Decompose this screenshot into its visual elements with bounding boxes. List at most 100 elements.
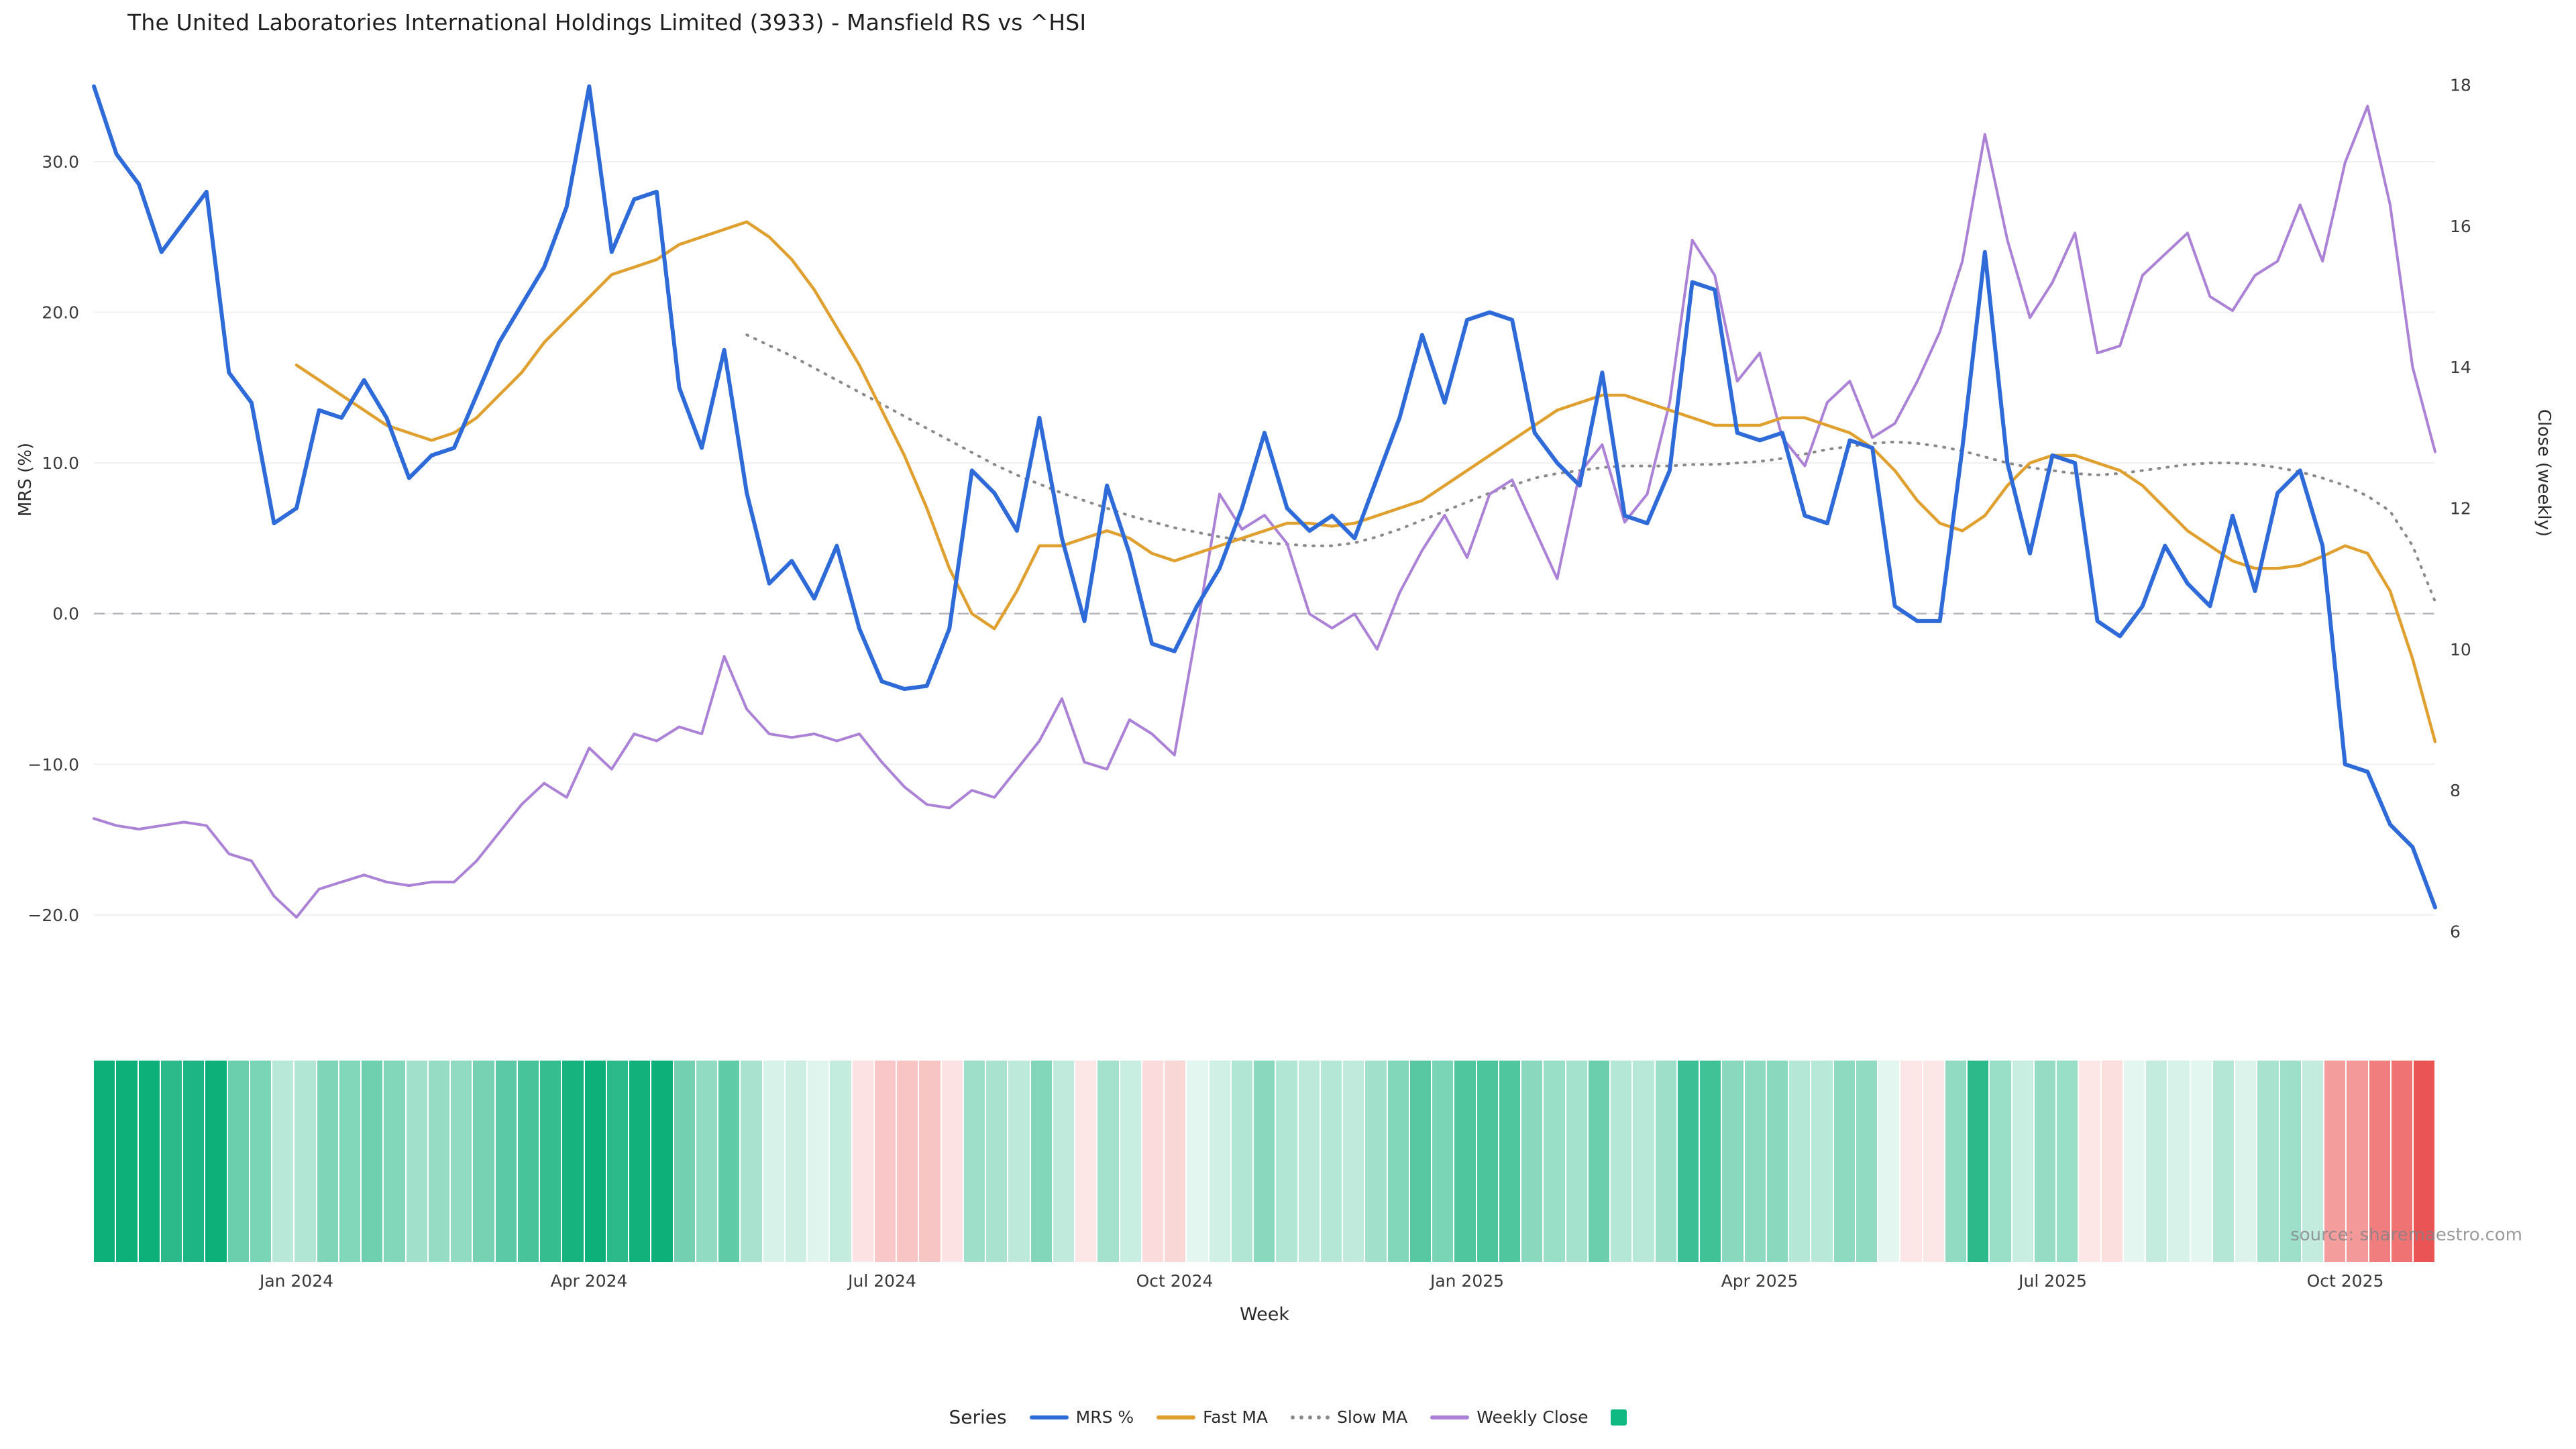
- week-axis-label: Week: [1240, 1304, 1289, 1325]
- heatmap-cell: [2235, 1061, 2257, 1262]
- heatmap-cell: [2324, 1061, 2346, 1262]
- left-axis-tick: −20.0: [28, 906, 79, 925]
- heatmap-cell: [2012, 1061, 2033, 1262]
- heatmap-cell: [674, 1061, 695, 1262]
- legend-item-slow-ma[interactable]: Slow MA: [1291, 1407, 1407, 1427]
- legend-items: MRS % Fast MA Slow MA Weekly Close: [1029, 1407, 1627, 1427]
- heatmap-cell: [1209, 1061, 1230, 1262]
- heatmap-cell: [138, 1061, 160, 1262]
- heatmap-cell: [473, 1061, 494, 1262]
- slow-ma-line: [745, 333, 2436, 603]
- heatmap-cell: [2347, 1061, 2368, 1262]
- left-axis-tick: −10.0: [28, 755, 79, 774]
- heatmap-cell: [1655, 1061, 1676, 1262]
- heatmap-cell: [852, 1061, 873, 1262]
- source-watermark: source: sharemaestro.com: [2290, 1225, 2522, 1245]
- left-axis-tick: 0.0: [52, 604, 79, 624]
- legend-swatch-mrs: [1029, 1415, 1069, 1419]
- heatmap-cell: [1075, 1061, 1097, 1262]
- legend: Series MRS % Fast MA Slow MA Weekly Close: [0, 1406, 2576, 1428]
- legend-item-weekly-close[interactable]: Weekly Close: [1430, 1407, 1588, 1427]
- right-axis-tick: 6: [2450, 922, 2461, 941]
- heatmap-cell: [1878, 1061, 1900, 1262]
- heatmap-cell: [428, 1061, 449, 1262]
- heatmap-cell: [1789, 1061, 1811, 1262]
- heatmap-cell: [1187, 1061, 1208, 1262]
- heatmap-cell: [1900, 1061, 1922, 1262]
- heatmap-cell: [384, 1061, 405, 1262]
- heatmap-cell: [785, 1061, 806, 1262]
- heatmap-cell: [696, 1061, 717, 1262]
- legend-swatch-weekly-close: [1430, 1415, 1470, 1419]
- legend-item-mrs[interactable]: MRS %: [1029, 1407, 1134, 1427]
- heatmap-cell: [183, 1061, 205, 1262]
- heatmap-cell: [1923, 1061, 1944, 1262]
- heatmap-cell: [808, 1061, 829, 1262]
- heatmap-cell: [339, 1061, 360, 1262]
- close-axis-label: Close (weekly): [2534, 409, 2554, 537]
- legend-label-fast-ma: Fast MA: [1203, 1407, 1268, 1427]
- heatmap-cell: [1454, 1061, 1476, 1262]
- heatmap-cell: [874, 1061, 896, 1262]
- heatmap-cell: [362, 1061, 383, 1262]
- heatmap-cell: [116, 1061, 138, 1262]
- heatmap-cell: [1677, 1061, 1699, 1262]
- heatmap-cell: [94, 1061, 115, 1262]
- heatmap-cell: [1990, 1061, 2011, 1262]
- legend-item-heatmap[interactable]: [1611, 1409, 1627, 1426]
- x-axis-tick: Oct 2025: [2306, 1271, 2384, 1291]
- heatmap-cell: [2034, 1061, 2055, 1262]
- left-axis-tick: 20.0: [42, 303, 79, 323]
- heatmap-cell: [1544, 1061, 1565, 1262]
- heatmap-cell: [2369, 1061, 2390, 1262]
- heatmap-cell: [406, 1061, 427, 1262]
- heatmap-cell: [1633, 1061, 1654, 1262]
- weekly-close-line: [93, 105, 2436, 919]
- heatmap-cell: [1030, 1061, 1052, 1262]
- heatmap-cell: [963, 1061, 985, 1262]
- x-axis-tick: Oct 2024: [1136, 1271, 1214, 1291]
- heatmap-cell: [2414, 1061, 2435, 1262]
- chart-title: The United Laboratories International Ho…: [127, 9, 1087, 36]
- legend-item-fast-ma[interactable]: Fast MA: [1157, 1407, 1268, 1427]
- right-axis-tick: 12: [2450, 499, 2471, 519]
- heatmap-cell: [2168, 1061, 2190, 1262]
- heatmap-cell: [1833, 1061, 1855, 1262]
- heatmap-cell: [584, 1061, 606, 1262]
- heatmap-cell: [2146, 1061, 2167, 1262]
- legend-title: Series: [949, 1406, 1007, 1428]
- legend-label-mrs: MRS %: [1075, 1407, 1134, 1427]
- mrs-axis-label: MRS (%): [15, 442, 36, 517]
- heatmap-cell: [919, 1061, 941, 1262]
- x-axis-tick: Apr 2025: [1721, 1271, 1799, 1291]
- heatmap-cell: [250, 1061, 271, 1262]
- heatmap-cell: [629, 1061, 651, 1262]
- heatmap-cell: [1298, 1061, 1320, 1262]
- legend-label-weekly-close: Weekly Close: [1477, 1407, 1589, 1427]
- right-axis-tick: 16: [2450, 217, 2471, 236]
- heatmap-cell: [1142, 1061, 1163, 1262]
- heatmap-cell: [540, 1061, 561, 1262]
- heatmap-cell: [1611, 1061, 1632, 1262]
- right-axis-tick: 14: [2450, 358, 2471, 377]
- heatmap-cell: [1499, 1061, 1520, 1262]
- heatmap-cell: [2212, 1061, 2234, 1262]
- left-axis-tick: 10.0: [42, 453, 79, 473]
- heatmap-cell: [1343, 1061, 1364, 1262]
- x-axis-tick: Apr 2024: [550, 1271, 628, 1291]
- heatmap-cell: [1365, 1061, 1387, 1262]
- heatmap-cell: [2123, 1061, 2145, 1262]
- heatmap-cell: [1477, 1061, 1498, 1262]
- mrs-heatmap: [94, 1061, 2435, 1262]
- heatmap-cell: [1766, 1061, 1788, 1262]
- heatmap-cell: [1097, 1061, 1119, 1262]
- legend-swatch-heatmap: [1611, 1409, 1627, 1426]
- heatmap-cell: [1521, 1061, 1543, 1262]
- heatmap-cell: [1945, 1061, 1966, 1262]
- heatmap-cell: [1387, 1061, 1409, 1262]
- heatmap-cell: [2057, 1061, 2078, 1262]
- line-chart: 30.0 20.0 10.0 0.0 −10.0 −20.0 18 16 14 12 10 8 6: [28, 76, 2471, 942]
- heatmap-cell: [2257, 1061, 2279, 1262]
- heatmap-cell: [160, 1061, 182, 1262]
